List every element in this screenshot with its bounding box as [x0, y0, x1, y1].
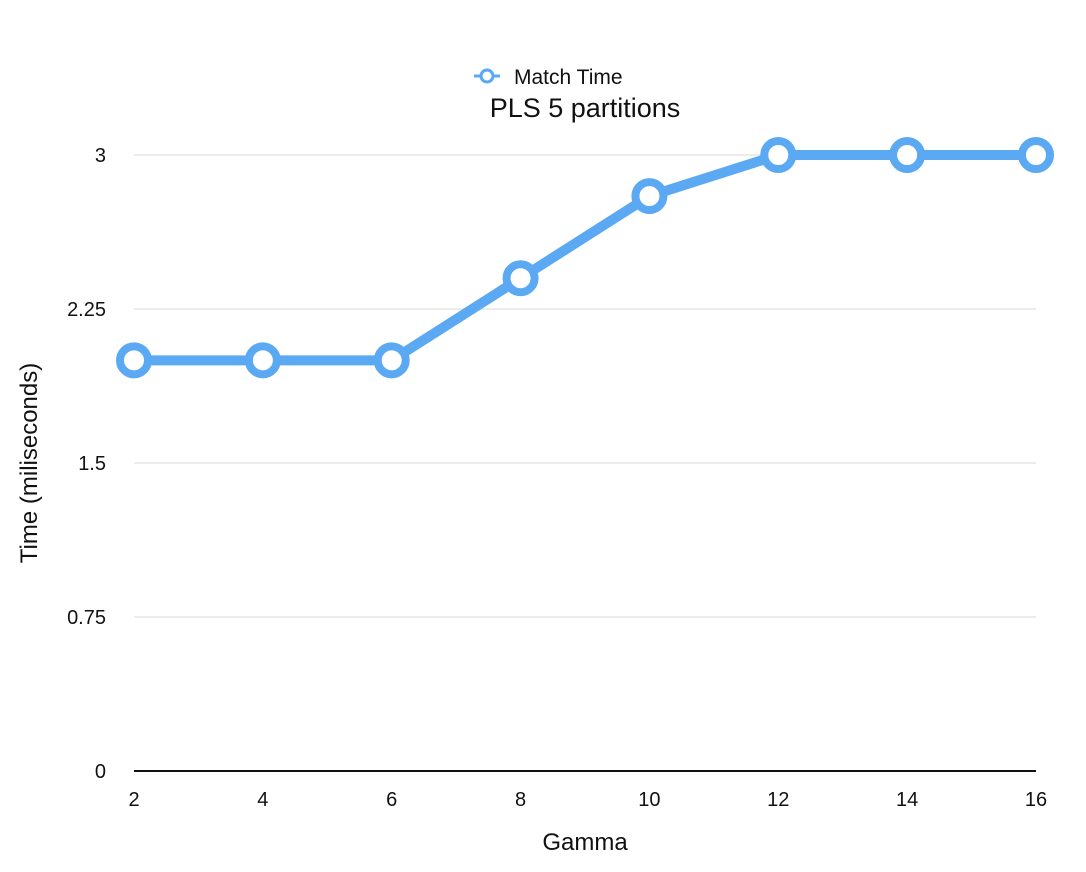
- legend-label-match-time: Match Time: [514, 66, 623, 89]
- x-tick-label: 16: [1025, 789, 1047, 811]
- x-tick-label: 4: [257, 789, 268, 811]
- x-axis-title: Gamma: [542, 829, 628, 856]
- y-tick-label: 3: [95, 145, 106, 167]
- data-point: [244, 342, 281, 379]
- y-tick-label: 0: [95, 761, 106, 783]
- data-point: [373, 342, 410, 379]
- legend-marker: [479, 68, 495, 84]
- labels: PLS 5 partitions Gamma Time (miliseconds…: [16, 93, 1047, 856]
- data-point: [502, 260, 539, 297]
- x-tick-label: 10: [638, 789, 660, 811]
- y-axis-title: Time (miliseconds): [16, 363, 43, 563]
- data-point: [116, 342, 152, 379]
- chart-title: PLS 5 partitions: [490, 93, 681, 123]
- y-tick-label: 2.25: [67, 299, 106, 321]
- data-point: [631, 178, 668, 215]
- y-tick-label: 1.5: [78, 453, 106, 475]
- series-layer: [116, 137, 1054, 379]
- y-tick-label: 0.75: [67, 607, 106, 629]
- data-point: [1018, 137, 1054, 173]
- data-point: [889, 137, 926, 173]
- x-tick-label: 2: [128, 789, 139, 811]
- gridlines: [134, 154, 1036, 618]
- legend: Match Time: [474, 66, 623, 89]
- x-tick-label: 6: [386, 789, 397, 811]
- x-tick-label: 12: [767, 789, 789, 811]
- series-line-0: [129, 150, 1041, 366]
- data-point: [760, 137, 797, 173]
- x-tick-label: 8: [515, 789, 526, 811]
- x-tick-label: 14: [896, 789, 918, 811]
